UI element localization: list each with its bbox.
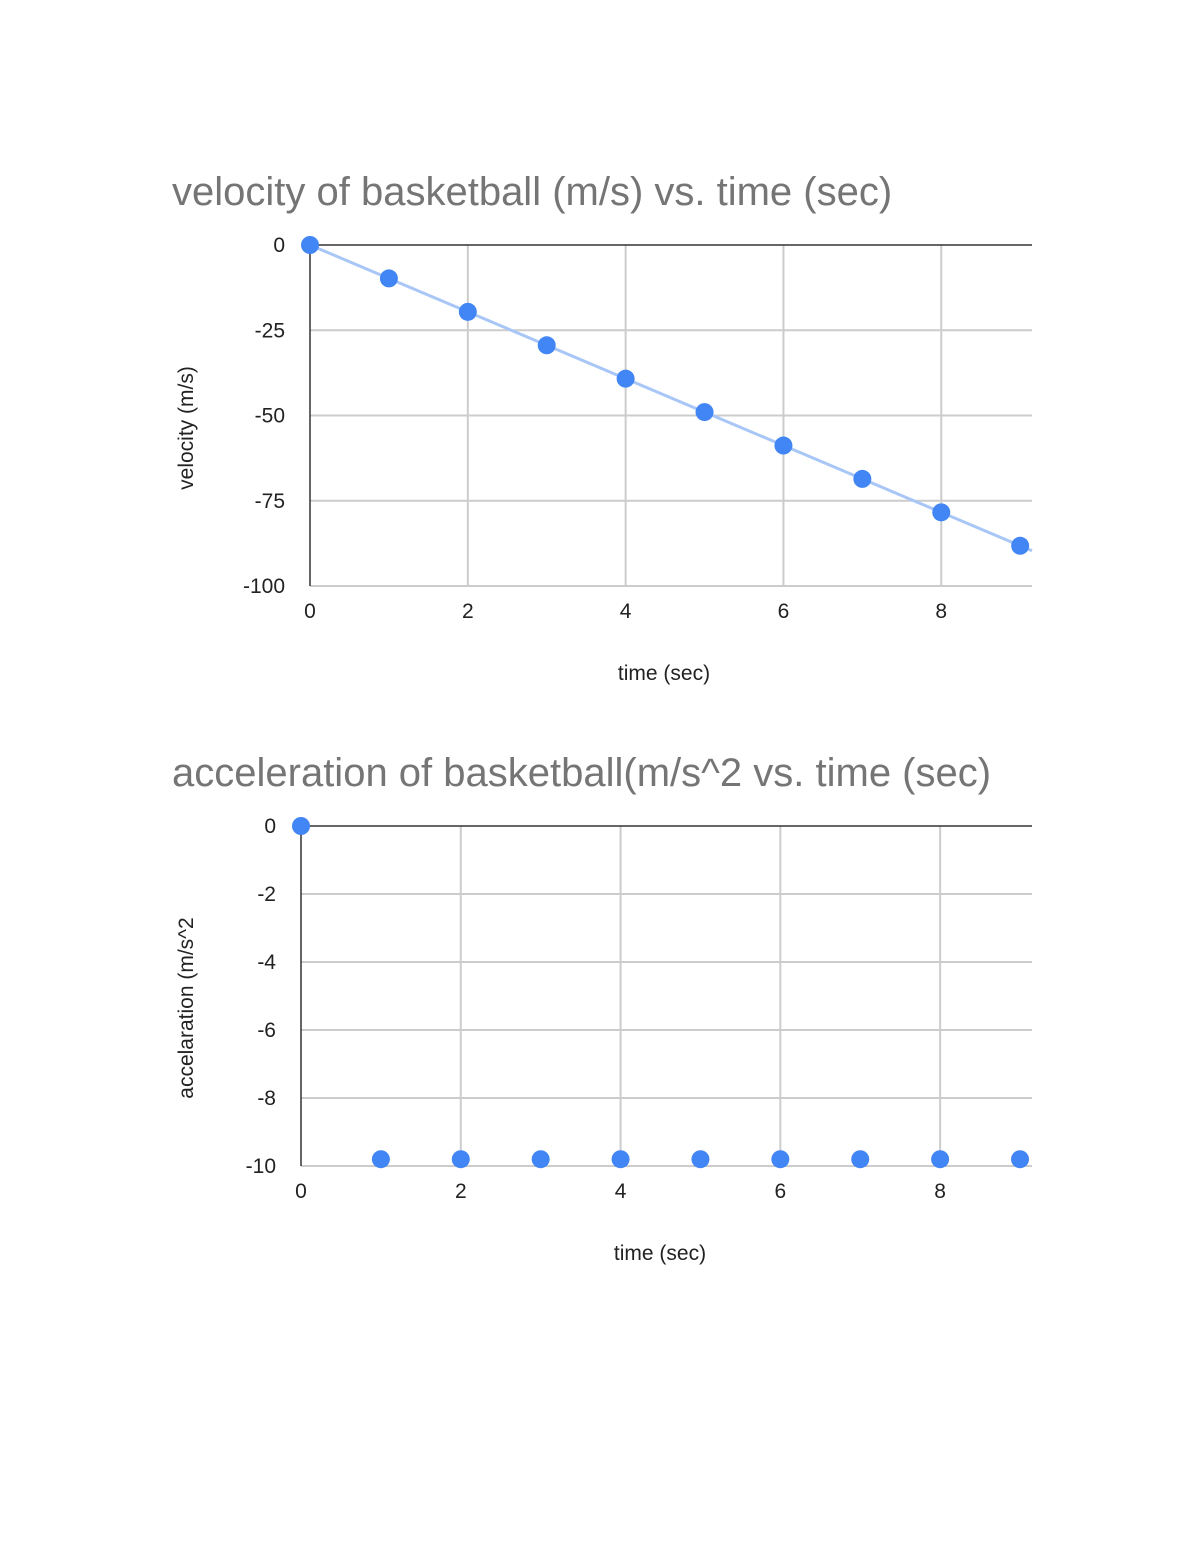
y-tick-label: -8 bbox=[257, 1087, 276, 1110]
x-tick-label: 4 bbox=[620, 600, 632, 623]
acceleration-chart: acceleration of basketball(m/s^2 vs. tim… bbox=[172, 751, 1032, 1265]
y-tick-label: -2 bbox=[257, 883, 276, 906]
x-tick-label: 2 bbox=[462, 600, 474, 623]
data-point bbox=[292, 817, 310, 835]
x-tick-label: 6 bbox=[775, 1180, 787, 1203]
y-tick-label: -10 bbox=[246, 1155, 276, 1178]
x-axis-label: time (sec) bbox=[614, 1242, 706, 1265]
x-tick-label: 0 bbox=[304, 600, 316, 623]
y-axis-label: accelaration (m/s^2 bbox=[175, 917, 198, 1098]
y-axis-label: velocity (m/s) bbox=[175, 366, 198, 490]
data-point bbox=[379, 269, 398, 288]
data-point bbox=[537, 336, 556, 355]
y-tick-label: 0 bbox=[273, 234, 285, 257]
data-point bbox=[851, 1150, 870, 1169]
y-tick-label: -50 bbox=[255, 405, 285, 428]
data-point bbox=[1011, 536, 1030, 555]
data-point bbox=[932, 503, 951, 522]
data-point bbox=[771, 1150, 790, 1169]
y-tick-label: -100 bbox=[243, 575, 285, 598]
x-tick-label: 6 bbox=[778, 600, 790, 623]
data-point bbox=[451, 1150, 470, 1169]
data-point bbox=[695, 403, 714, 422]
chart-title: acceleration of basketball(m/s^2 vs. tim… bbox=[172, 751, 991, 795]
x-tick-label: 8 bbox=[934, 1180, 946, 1203]
x-tick-label: 8 bbox=[935, 600, 947, 623]
data-point bbox=[301, 236, 319, 254]
y-tick-label: 0 bbox=[264, 815, 276, 838]
y-tick-label: -25 bbox=[255, 319, 285, 342]
data-point bbox=[931, 1150, 950, 1169]
y-tick-label: -75 bbox=[255, 490, 285, 513]
y-tick-label: -6 bbox=[257, 1019, 276, 1042]
data-point bbox=[531, 1150, 550, 1169]
data-point bbox=[616, 369, 635, 388]
data-point bbox=[1011, 1150, 1030, 1169]
y-tick-label: -4 bbox=[257, 951, 276, 974]
x-tick-label: 2 bbox=[455, 1180, 467, 1203]
x-tick-label: 0 bbox=[295, 1180, 307, 1203]
data-point bbox=[611, 1150, 630, 1169]
data-point bbox=[853, 469, 872, 488]
trendline bbox=[309, 243, 1033, 553]
x-tick-label: 4 bbox=[615, 1180, 627, 1203]
data-point bbox=[371, 1150, 390, 1169]
data-point bbox=[774, 436, 793, 455]
data-point bbox=[458, 302, 477, 321]
velocity-chart: velocity of basketball (m/s) vs. time (s… bbox=[172, 170, 1033, 685]
chart-title: velocity of basketball (m/s) vs. time (s… bbox=[172, 170, 892, 214]
x-axis-label: time (sec) bbox=[618, 662, 710, 685]
data-point bbox=[691, 1150, 710, 1169]
